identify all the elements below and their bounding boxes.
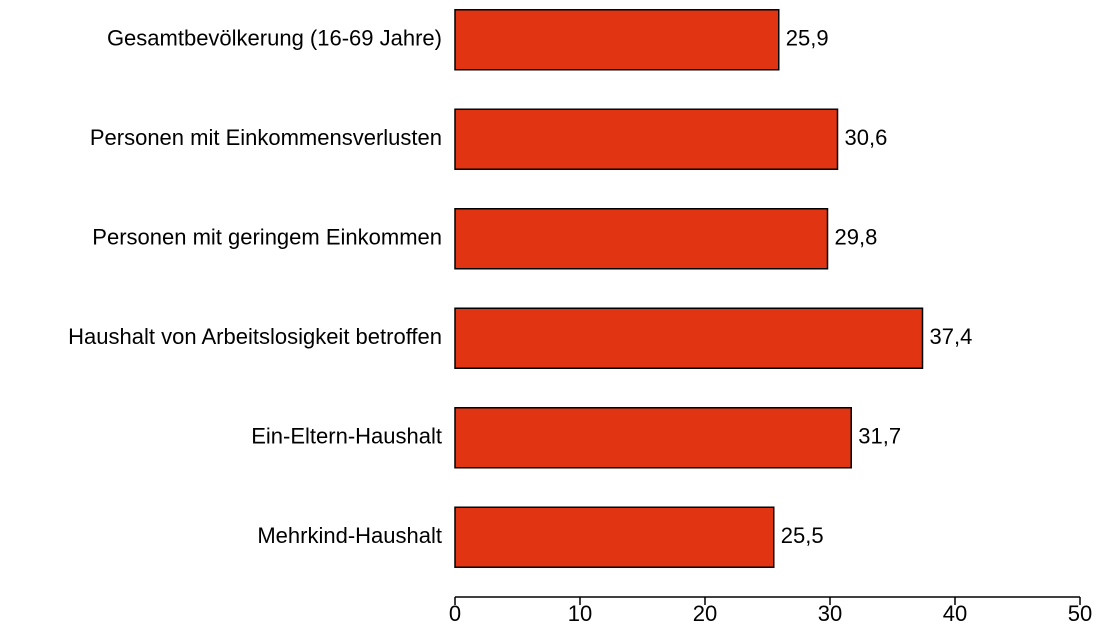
value-label: 30,6 [845, 125, 888, 150]
value-label: 29,8 [835, 225, 878, 250]
y-tick-label: Personen mit Einkommensverlusten [90, 125, 442, 150]
bar [454, 9, 780, 71]
y-tick-label: Ein-Eltern-Haushalt [251, 424, 442, 449]
x-tick-label: 50 [1068, 601, 1092, 626]
y-tick-label: Personen mit geringem Einkommen [92, 225, 442, 250]
x-tick-label: 10 [568, 601, 592, 626]
y-tick-label: Mehrkind-Haushalt [257, 523, 442, 548]
value-label: 25,9 [786, 26, 829, 51]
y-tick-label: Gesamtbevölkerung (16-69 Jahre) [107, 26, 442, 51]
bar [454, 407, 852, 469]
x-tick-label: 30 [818, 601, 842, 626]
bar [454, 208, 829, 270]
x-tick-label: 20 [693, 601, 717, 626]
x-tick-label: 0 [449, 601, 461, 626]
bar [454, 506, 775, 568]
bar [454, 108, 839, 170]
y-tick-label: Haushalt von Arbeitslosigkeit betroffen [68, 324, 442, 349]
bar [454, 307, 924, 369]
value-label: 31,7 [858, 424, 901, 449]
x-tick-label: 40 [943, 601, 967, 626]
value-label: 37,4 [930, 324, 973, 349]
value-label: 25,5 [781, 523, 824, 548]
